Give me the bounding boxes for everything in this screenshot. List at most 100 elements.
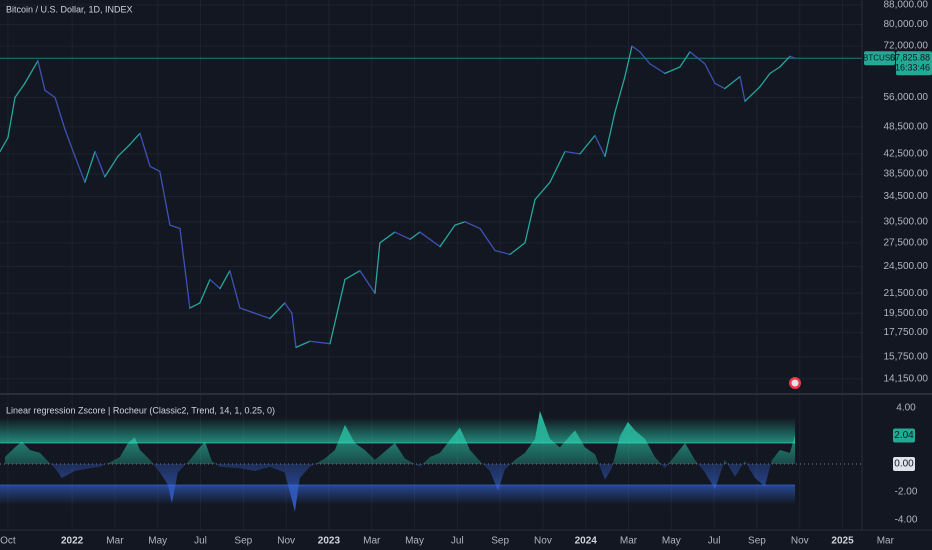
- price-segment: [159, 170, 171, 226]
- price-segment: [7, 96, 16, 139]
- x-tick-label: Mar: [363, 536, 381, 547]
- y-tick-label: 56,000.00: [884, 92, 929, 103]
- price-segment: [379, 231, 396, 244]
- x-tick-label: May: [148, 536, 167, 547]
- x-tick-label: Mar: [877, 536, 895, 547]
- price-segment: [664, 66, 681, 75]
- price-segment: [344, 270, 361, 281]
- price-segment: [679, 51, 691, 68]
- price-segment: [689, 51, 706, 65]
- price-segment: [524, 198, 536, 244]
- x-tick-label: Jul: [451, 536, 464, 547]
- price-segment: [419, 231, 441, 248]
- last-value-label: 2.04: [894, 430, 914, 441]
- price-segment: [604, 111, 616, 157]
- price-segment: [239, 307, 256, 314]
- y-tick-label: 30,500.00: [884, 216, 929, 227]
- y-tick-label: 0.00: [894, 459, 914, 470]
- zero-badge: [893, 457, 915, 472]
- price-segment: [549, 150, 566, 183]
- price-segment: [534, 181, 551, 201]
- price-segment: [464, 221, 481, 230]
- price-segment: [564, 150, 581, 155]
- zscore-area: [4, 410, 796, 512]
- x-tick-label: May: [662, 536, 681, 547]
- x-tick-label: Nov: [791, 536, 809, 547]
- x-tick-label: 2023: [318, 536, 341, 547]
- x-tick-label: 2025: [831, 536, 854, 547]
- y-tick-label: 80,000.00: [884, 19, 929, 30]
- plot-area: [0, 45, 862, 512]
- x-tick-label: 2024: [575, 536, 598, 547]
- price-segment: [509, 242, 526, 256]
- price-segment: [229, 270, 241, 309]
- price-segment: [254, 312, 271, 320]
- price-segment: [494, 249, 511, 256]
- x-tick-label: Nov: [277, 536, 295, 547]
- price-segment: [291, 312, 297, 349]
- price-segment: [769, 66, 781, 75]
- y-tick-label: 24,500.00: [884, 261, 929, 272]
- x-tick-label: Sep: [491, 536, 509, 547]
- lower-zone: [0, 485, 796, 505]
- indicator-title: Linear regression Zscore | Rocheur (Clas…: [6, 405, 275, 415]
- y-tick-label: 17,750.00: [884, 327, 929, 338]
- price-segment: [359, 270, 376, 294]
- price-segment: [309, 340, 331, 345]
- price-segment: [714, 82, 726, 90]
- price-segment: [54, 96, 66, 130]
- price-segment: [149, 165, 161, 173]
- y-tick-label: 19,500.00: [884, 308, 929, 319]
- price-segment: [169, 224, 181, 230]
- price-segment: [0, 137, 9, 153]
- upper-zone: [0, 417, 796, 444]
- price-segment: [649, 63, 666, 75]
- alert-icon[interactable]: [789, 377, 801, 389]
- x-tick-label: Nov: [534, 536, 552, 547]
- price-segment: [94, 150, 106, 178]
- price-segment: [295, 340, 311, 349]
- y-tick-label: -2.00: [895, 487, 918, 498]
- symbol-label: BTCUSD: [863, 53, 896, 62]
- price-segment: [614, 76, 626, 114]
- y-tick-label: 27,500.00: [884, 238, 929, 249]
- price-segment: [37, 60, 46, 91]
- y-tick-label: -4.00: [895, 515, 918, 526]
- price-segment: [704, 63, 716, 85]
- y-tick-label: 21,500.00: [884, 288, 929, 299]
- y-tick-label: 14,150.00: [884, 373, 929, 384]
- x-tick-label: Sep: [748, 536, 766, 547]
- price-badge: [896, 51, 932, 76]
- y-tick-label: 72,000.00: [884, 41, 929, 52]
- price-segment: [329, 278, 346, 345]
- price-segment: [44, 89, 56, 99]
- price-segment: [594, 134, 606, 157]
- price-segment: [579, 134, 596, 155]
- y-tick-label: 34,500.00: [884, 191, 929, 202]
- price-segment: [454, 221, 466, 226]
- price-segment: [129, 132, 141, 146]
- price-segment: [284, 302, 293, 314]
- y-tick-label: 88,000.00: [884, 0, 929, 11]
- price-segment: [84, 150, 96, 183]
- price-segment: [139, 132, 151, 167]
- price-segment: [179, 227, 191, 309]
- price-segment: [104, 155, 119, 178]
- x-tick-label: May: [405, 536, 424, 547]
- price-segment: [779, 55, 791, 68]
- price-segment: [269, 302, 286, 320]
- price-segment: [624, 45, 633, 78]
- price-segment: [479, 227, 496, 252]
- x-tick-label: Mar: [106, 536, 124, 547]
- price-segment: [117, 143, 131, 157]
- countdown-label: 16:33:46: [895, 63, 930, 73]
- price-segment: [24, 60, 39, 85]
- symbol-badge: [864, 51, 895, 66]
- y-tick-label: 15,750.00: [884, 352, 929, 363]
- price-segment: [74, 155, 86, 183]
- chart-title: Bitcoin / U.S. Dollar, 1D, INDEX: [6, 4, 133, 14]
- x-tick-label: Sep: [234, 536, 252, 547]
